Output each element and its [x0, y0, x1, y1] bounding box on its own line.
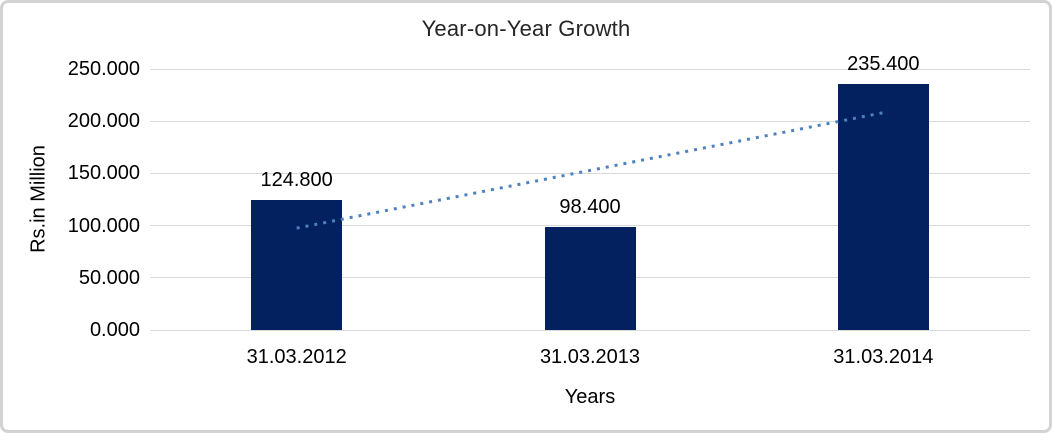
data-label: 235.400	[847, 53, 920, 76]
data-label: 124.800	[260, 168, 333, 191]
gridline	[150, 120, 1030, 122]
bar-31.03.2013	[544, 227, 636, 330]
x-axis-tick-label: 31.03.2014	[833, 346, 934, 368]
y-axis-tick-label: 100.000	[67, 214, 140, 237]
gridline	[150, 225, 1030, 227]
trendline-segment	[296, 111, 884, 230]
trendline	[296, 111, 884, 230]
x-axis-title: Years	[564, 386, 616, 408]
gridline	[150, 329, 1030, 331]
plot-area: 124.800 98.400 235.400	[150, 53, 1030, 331]
y-axis-tick-label: 50.000	[78, 266, 140, 289]
x-axis-tick-label: 31.03.2013	[539, 346, 641, 368]
chart-title: Year-on-Year Growth	[421, 16, 631, 41]
gridline	[150, 68, 1030, 70]
y-axis-tick-label: 250.000	[67, 58, 140, 80]
y-axis-title: Rs.in Million	[27, 145, 50, 253]
bar-31.03.2012	[251, 199, 343, 330]
y-axis-tick-label: 0.000	[89, 319, 140, 341]
gridline	[150, 172, 1030, 174]
data-label: 98.400	[559, 196, 621, 219]
y-axis-tick-label: 150.000	[67, 162, 140, 185]
y-axis-tick-label: 200.000	[67, 110, 140, 133]
bar-31.03.2014	[837, 84, 929, 330]
x-axis-tick-label: 31.03.2012	[246, 346, 347, 368]
